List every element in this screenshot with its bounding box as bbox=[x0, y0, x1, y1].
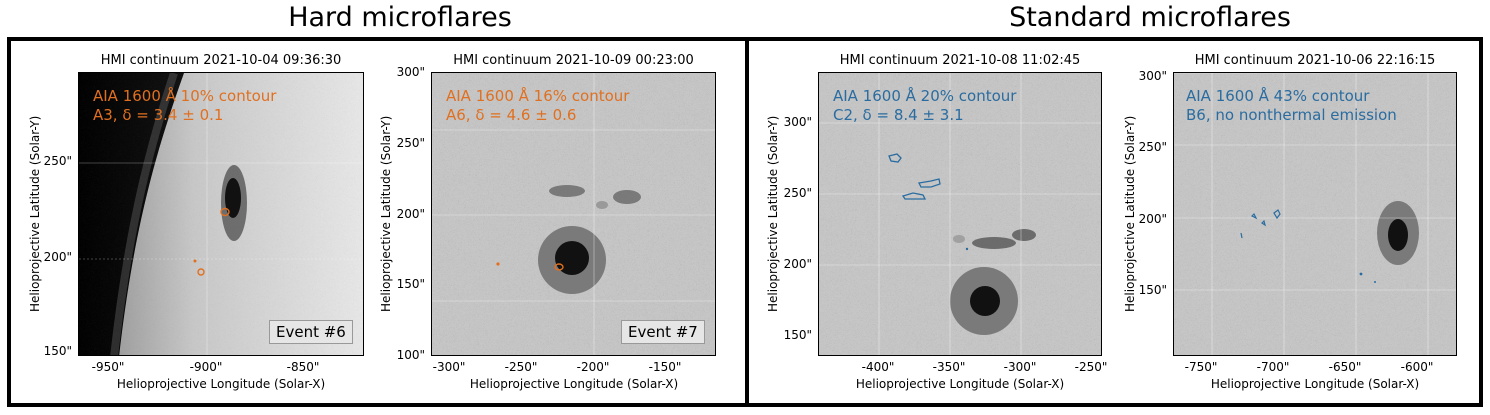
standard-microflares-title: Standard microflares bbox=[1009, 2, 1291, 33]
y-tick-label: 250" bbox=[1138, 140, 1167, 154]
contour-annotation: AIA 1600 Å 16% contour A6, δ = 4.6 ± 0.6 bbox=[446, 87, 629, 125]
y-tick-label: 300" bbox=[1138, 69, 1167, 83]
contour-label: AIA 1600 Å 43% contour bbox=[1186, 87, 1370, 105]
y-tick-label: 200" bbox=[783, 257, 812, 271]
flare-class-label: B6, no nonthermal emission bbox=[1186, 106, 1397, 124]
x-tick-label: -200" bbox=[576, 360, 610, 374]
panel-c2: HMI continuum 2021-10-08 11:02:45 bbox=[766, 53, 1107, 391]
x-tick-label: -150" bbox=[648, 360, 682, 374]
y-tick-label: 150" bbox=[43, 344, 72, 358]
y-tick-label: 300" bbox=[783, 115, 812, 129]
x-axis-label: Helioprojective Longitude (Solar-X) bbox=[469, 377, 679, 391]
x-tick-label: -750" bbox=[1184, 360, 1218, 374]
x-tick-label: -850" bbox=[286, 360, 320, 374]
x-tick-label: -350" bbox=[932, 360, 966, 374]
x-tick-label: -300" bbox=[432, 360, 466, 374]
panel-b6: HMI continuum 2021-10-06 22:16:15 bbox=[1123, 53, 1457, 391]
event-label: Event #6 bbox=[269, 320, 353, 344]
y-axis-label: Helioprojective Latitude (Solar-Y) bbox=[766, 115, 780, 312]
y-axis-label: Helioprojective Latitude (Solar-Y) bbox=[379, 115, 393, 312]
hmi-image-event-7: AIA 1600 Å 16% contour A6, δ = 4.6 ± 0.6… bbox=[431, 72, 716, 356]
x-axis-label: Helioprojective Longitude (Solar-X) bbox=[1210, 377, 1420, 391]
event-label: Event #7 bbox=[621, 320, 705, 344]
x-tick-label: -250" bbox=[504, 360, 538, 374]
y-tick-label: 150" bbox=[396, 277, 425, 291]
hmi-image-b6: AIA 1600 Å 43% contour B6, no nonthermal… bbox=[1173, 72, 1457, 356]
y-axis-label: Helioprojective Latitude (Solar-Y) bbox=[1123, 115, 1137, 312]
y-tick-label: 150" bbox=[1138, 283, 1167, 297]
hmi-image-c2: AIA 1600 Å 20% contour C2, δ = 8.4 ± 3.1 bbox=[818, 72, 1102, 356]
contour-label: AIA 1600 Å 20% contour bbox=[833, 87, 1017, 105]
x-tick-label: -700" bbox=[1256, 360, 1290, 374]
y-axis-label: Helioprojective Latitude (Solar-Y) bbox=[28, 115, 42, 312]
y-tick-label: 250" bbox=[396, 136, 425, 150]
contour-annotation: AIA 1600 Å 20% contour C2, δ = 8.4 ± 3.1 bbox=[833, 87, 1016, 125]
y-tick-label: 250" bbox=[783, 186, 812, 200]
flare-class-label: C2, δ = 8.4 ± 3.1 bbox=[833, 106, 964, 124]
x-tick-label: -250" bbox=[1074, 360, 1108, 374]
flare-class-label: A3, δ = 3.4 ± 0.1 bbox=[93, 106, 224, 124]
panel-title: HMI continuum 2021-10-09 00:23:00 bbox=[453, 53, 694, 68]
x-tick-label: -300" bbox=[1003, 360, 1037, 374]
y-tick-label: 200" bbox=[1138, 212, 1167, 226]
panel-event-6: HMI continuum 2021-10-04 09:36:30 bbox=[28, 53, 364, 391]
x-tick-label: -900" bbox=[189, 360, 223, 374]
y-tick-label: 200" bbox=[396, 207, 425, 221]
contour-annotation: AIA 1600 Å 10% contour A3, δ = 3.4 ± 0.1 bbox=[93, 87, 276, 125]
hmi-image-event-6: AIA 1600 Å 10% contour A3, δ = 3.4 ± 0.1… bbox=[78, 72, 364, 356]
contour-label: AIA 1600 Å 16% contour bbox=[446, 87, 630, 105]
hard-microflares-title: Hard microflares bbox=[288, 2, 512, 33]
y-tick-label: 250" bbox=[43, 154, 72, 168]
panel-title: HMI continuum 2021-10-08 11:02:45 bbox=[839, 53, 1081, 68]
x-tick-label: -600" bbox=[1400, 360, 1434, 374]
contour-label: AIA 1600 Å 10% contour bbox=[93, 87, 277, 105]
x-tick-label: -400" bbox=[861, 360, 895, 374]
y-tick-label: 100" bbox=[396, 348, 425, 362]
flare-class-label: A6, δ = 4.6 ± 0.6 bbox=[446, 106, 577, 124]
x-tick-label: -950" bbox=[91, 360, 125, 374]
y-tick-label: 150" bbox=[783, 328, 812, 342]
x-tick-label: -650" bbox=[1328, 360, 1362, 374]
x-axis-label: Helioprojective Longitude (Solar-X) bbox=[116, 377, 326, 391]
x-axis-label: Helioprojective Longitude (Solar-X) bbox=[855, 377, 1065, 391]
panel-title: HMI continuum 2021-10-06 22:16:15 bbox=[1194, 53, 1436, 68]
y-tick-label: 300" bbox=[396, 65, 425, 79]
standard-group-frame bbox=[745, 37, 1483, 407]
y-tick-label: 200" bbox=[43, 250, 72, 264]
contour-annotation: AIA 1600 Å 43% contour B6, no nonthermal… bbox=[1186, 87, 1397, 125]
panel-title: HMI continuum 2021-10-04 09:36:30 bbox=[100, 53, 342, 68]
panel-event-7: HMI continuum 2021-10-09 00:23:00 AIA 16… bbox=[379, 53, 716, 391]
